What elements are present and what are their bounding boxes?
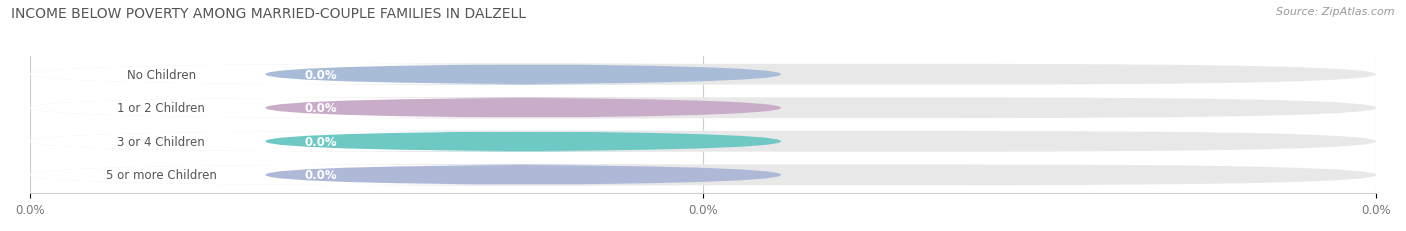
FancyBboxPatch shape — [30, 131, 1376, 152]
Text: 0.0%: 0.0% — [305, 102, 337, 115]
FancyBboxPatch shape — [30, 64, 1376, 85]
FancyBboxPatch shape — [30, 165, 683, 185]
FancyBboxPatch shape — [266, 64, 782, 85]
Text: 5 or more Children: 5 or more Children — [105, 169, 217, 182]
Text: INCOME BELOW POVERTY AMONG MARRIED-COUPLE FAMILIES IN DALZELL: INCOME BELOW POVERTY AMONG MARRIED-COUPL… — [11, 7, 526, 21]
FancyBboxPatch shape — [266, 165, 782, 185]
FancyBboxPatch shape — [30, 165, 1376, 185]
Text: 0.0%: 0.0% — [305, 68, 337, 81]
FancyBboxPatch shape — [30, 98, 683, 119]
FancyBboxPatch shape — [30, 131, 683, 152]
Text: Source: ZipAtlas.com: Source: ZipAtlas.com — [1277, 7, 1395, 17]
Text: 1 or 2 Children: 1 or 2 Children — [117, 102, 205, 115]
Text: 3 or 4 Children: 3 or 4 Children — [117, 135, 205, 148]
FancyBboxPatch shape — [266, 98, 782, 119]
FancyBboxPatch shape — [30, 98, 1376, 119]
FancyBboxPatch shape — [30, 64, 683, 85]
Text: 0.0%: 0.0% — [305, 135, 337, 148]
Text: No Children: No Children — [127, 68, 195, 81]
FancyBboxPatch shape — [266, 131, 782, 152]
Text: 0.0%: 0.0% — [305, 169, 337, 182]
